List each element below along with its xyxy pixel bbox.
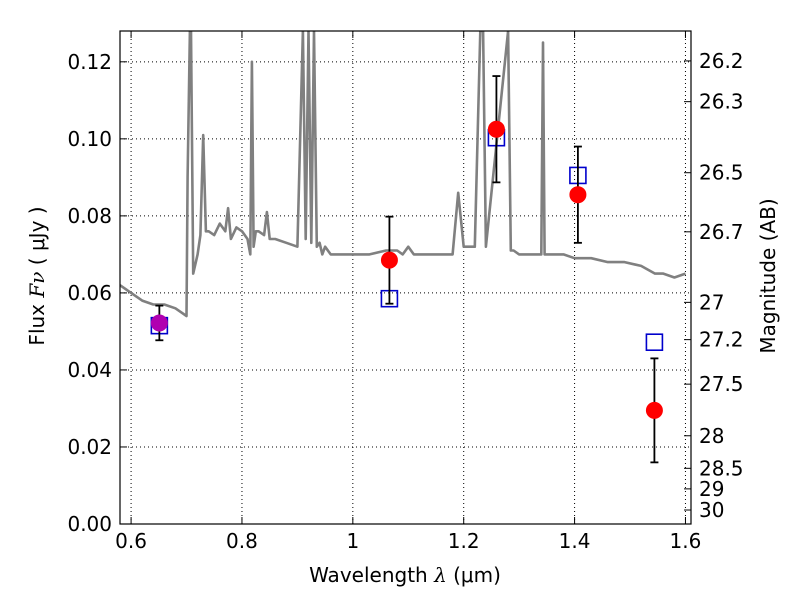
x-tick-label: 0.8 <box>226 529 258 553</box>
mag-tick-label: 28.5 <box>699 456 744 480</box>
x-axis-label: Wavelength λ (μm) <box>309 563 501 587</box>
y-ticks: 0.00 0.02 0.04 0.06 0.08 0.10 0.12 <box>67 50 127 536</box>
observed-points-layer <box>150 75 663 464</box>
mag-tick-label: 26.3 <box>699 90 744 114</box>
y-tick-label: 0.12 <box>67 50 112 74</box>
x-tick-label: 1.2 <box>448 529 480 553</box>
mag-tick-label: 27 <box>699 290 724 314</box>
observed-point-marker <box>150 314 168 332</box>
mag-tick-label: 26.7 <box>699 220 744 244</box>
x-axis-label-prefix: Wavelength <box>309 563 428 587</box>
mag-tick-label: 27.2 <box>699 328 744 352</box>
y-tick-label: 0.08 <box>67 204 112 228</box>
observed-point-marker <box>487 120 505 138</box>
model-points-layer <box>150 128 664 352</box>
x-tick-label: 0.6 <box>115 529 147 553</box>
y-axis-label-unit: ( μJy ) <box>25 206 49 265</box>
observed-point-marker <box>380 251 398 269</box>
y-tick-label: 0.02 <box>67 435 112 459</box>
y-tick-label: 0.10 <box>67 127 112 151</box>
grid <box>120 31 691 525</box>
spectrum-layer <box>120 31 686 318</box>
x-ticks: 0.6 0.8 1 1.2 1.4 1.6 <box>115 31 701 553</box>
x-tick-label: 1.4 <box>559 529 591 553</box>
y-axis-label-prefix: Flux <box>25 304 49 346</box>
spectrum-line <box>120 31 686 318</box>
mag-tick-label: 26.5 <box>699 161 744 185</box>
x-axis-label-symbol: λ <box>433 563 447 587</box>
plot-frame <box>119 30 692 525</box>
magnitude-axis-label: Magnitude (AB) <box>756 198 780 353</box>
mag-tick-label: 29 <box>699 477 724 501</box>
y-tick-label: 0.06 <box>67 281 112 305</box>
model-square-marker <box>645 333 664 352</box>
observed-point-marker <box>645 401 663 419</box>
x-axis-label-unit: (μm) <box>453 563 501 587</box>
mag-tick-label: 30 <box>699 498 724 522</box>
mag-tick-label: 27.5 <box>699 372 744 396</box>
mag-tick-label: 26.2 <box>699 49 744 73</box>
mag-tick-label: 28 <box>699 424 724 448</box>
y-tick-label: 0.00 <box>67 512 112 536</box>
y-axis-label: Flux Fν ( μJy ) <box>25 206 49 345</box>
x-tick-label: 1 <box>346 529 359 553</box>
x-tick-label: 1.6 <box>670 529 702 553</box>
y-axis-label-symbol: Fν <box>25 272 49 299</box>
observed-point-marker <box>569 186 587 204</box>
y-tick-label: 0.04 <box>67 358 112 382</box>
